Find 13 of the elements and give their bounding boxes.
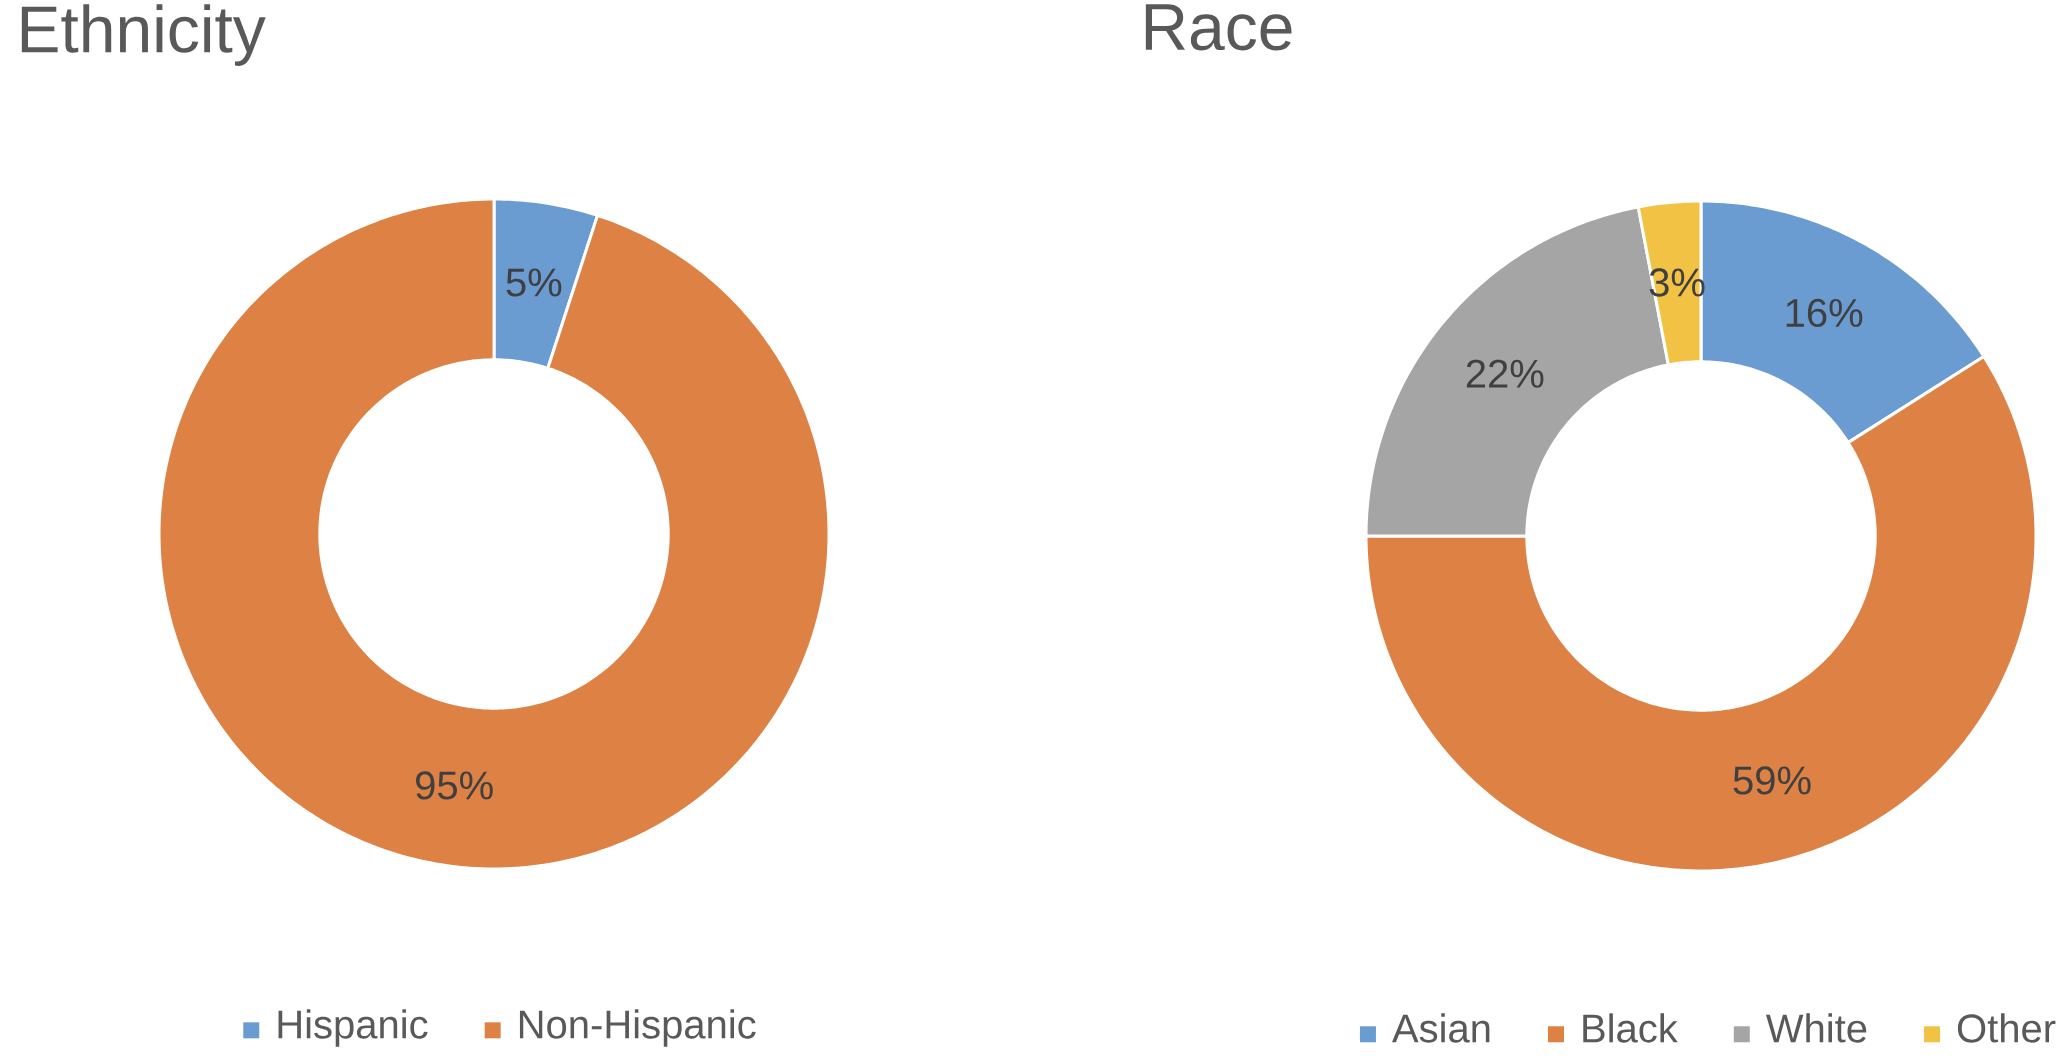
data-label: 16% [1786,298,1863,328]
data-label: 59% [1733,766,1811,795]
legend-label: Black [1583,1013,1678,1043]
chart-title: Race [1145,4,1292,51]
data-label: 5% [506,268,562,297]
legend-label: Other [1957,1013,2056,1043]
legend-label: Asian [1392,1013,1490,1043]
legend-label: White [1765,1013,1867,1043]
legend-label: Non-Hispanic [519,1009,756,1047]
data-label: 22% [1466,359,1544,388]
data-label: 95% [416,771,493,800]
chart-title: Ethnicity [21,4,266,66]
legend-label: Hispanic [278,1009,428,1047]
